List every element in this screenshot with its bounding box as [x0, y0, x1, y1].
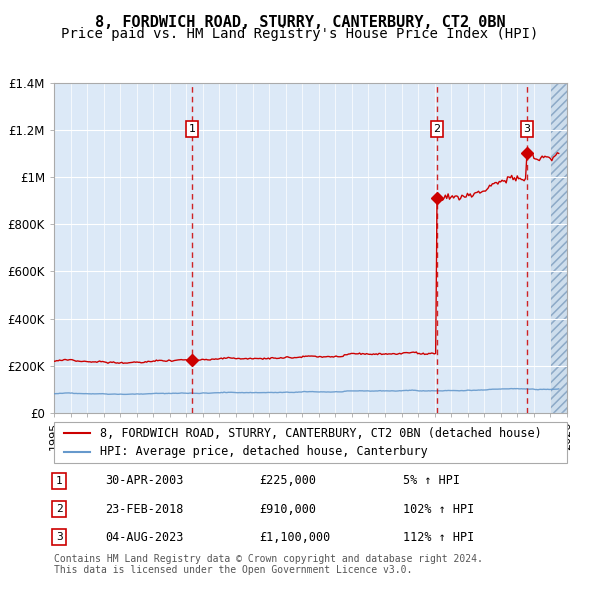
- Bar: [550, 83, 567, 413]
- Text: HPI: Average price, detached house, Canterbury: HPI: Average price, detached house, Cant…: [100, 445, 428, 458]
- Text: 3: 3: [56, 532, 62, 542]
- Text: 5% ↑ HPI: 5% ↑ HPI: [403, 474, 460, 487]
- Text: 8, FORDWICH ROAD, STURRY, CANTERBURY, CT2 0BN: 8, FORDWICH ROAD, STURRY, CANTERBURY, CT…: [95, 15, 505, 30]
- Text: Contains HM Land Registry data © Crown copyright and database right 2024.
This d: Contains HM Land Registry data © Crown c…: [54, 553, 483, 575]
- Text: Price paid vs. HM Land Registry's House Price Index (HPI): Price paid vs. HM Land Registry's House …: [61, 27, 539, 41]
- Text: 1: 1: [188, 124, 196, 134]
- Bar: [550, 83, 567, 413]
- Text: 2: 2: [434, 124, 440, 134]
- Text: 1: 1: [56, 476, 62, 486]
- Text: 102% ↑ HPI: 102% ↑ HPI: [403, 503, 474, 516]
- Text: 8, FORDWICH ROAD, STURRY, CANTERBURY, CT2 0BN (detached house): 8, FORDWICH ROAD, STURRY, CANTERBURY, CT…: [100, 427, 542, 440]
- Text: 04-AUG-2023: 04-AUG-2023: [106, 530, 184, 543]
- FancyBboxPatch shape: [54, 422, 567, 463]
- Text: 2: 2: [56, 504, 62, 514]
- Text: £1,100,000: £1,100,000: [259, 530, 331, 543]
- Text: 23-FEB-2018: 23-FEB-2018: [106, 503, 184, 516]
- Text: £910,000: £910,000: [259, 503, 316, 516]
- Text: £225,000: £225,000: [259, 474, 316, 487]
- Text: 3: 3: [524, 124, 530, 134]
- Text: 30-APR-2003: 30-APR-2003: [106, 474, 184, 487]
- Text: 112% ↑ HPI: 112% ↑ HPI: [403, 530, 474, 543]
